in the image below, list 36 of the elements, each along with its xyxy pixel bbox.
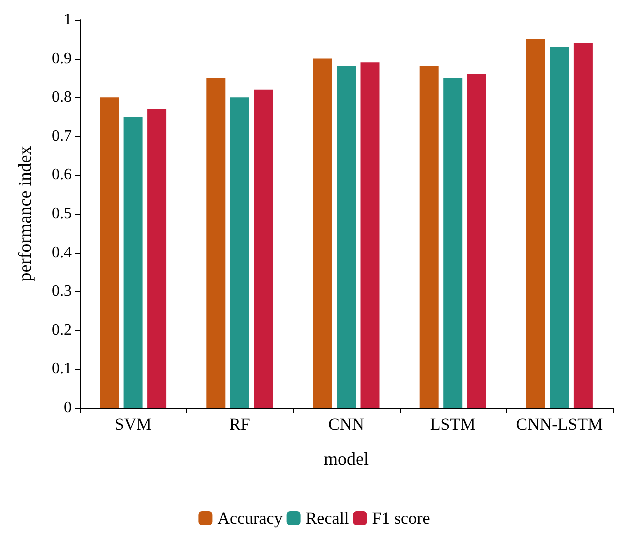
y-tick-label: 0.7 <box>52 128 72 145</box>
bar <box>254 90 274 408</box>
bar <box>550 47 570 408</box>
y-tick-label: 0 <box>64 400 72 416</box>
bar <box>360 62 380 408</box>
bar <box>124 117 143 408</box>
bar <box>313 58 332 408</box>
y-tick-label: 1 <box>64 12 72 28</box>
bar <box>467 74 486 408</box>
bar <box>420 66 439 408</box>
y-tick-label: 0.4 <box>52 244 72 262</box>
bar <box>574 43 593 408</box>
y-axis-title: performance index <box>15 146 35 282</box>
y-tick-label: 0.9 <box>52 50 72 68</box>
y-tick-label: 0.8 <box>52 89 72 106</box>
y-tick-label: 0.3 <box>52 283 72 300</box>
bar <box>206 78 226 408</box>
y-tick-label: 0.1 <box>52 360 72 378</box>
bar <box>230 98 250 408</box>
legend-label: F1 score <box>372 509 430 528</box>
x-tick-label: SVM <box>114 415 152 434</box>
legend-label: Recall <box>306 509 350 528</box>
bar <box>444 78 463 408</box>
x-tick-label: CNN-LSTM <box>516 415 604 434</box>
bar <box>100 98 120 408</box>
legend-label: Accuracy <box>218 509 284 528</box>
x-tick-label: CNN <box>328 415 364 434</box>
x-tick-label: LSTM <box>430 415 476 434</box>
bar <box>337 66 356 408</box>
y-tick-label: 0.2 <box>52 322 72 339</box>
bar <box>526 39 546 408</box>
x-tick-label: RF <box>230 415 250 434</box>
y-tick-label: 0.5 <box>52 206 72 222</box>
bar <box>148 109 167 408</box>
x-axis-title: model <box>324 449 369 469</box>
y-tick-label: 0.6 <box>52 166 72 184</box>
